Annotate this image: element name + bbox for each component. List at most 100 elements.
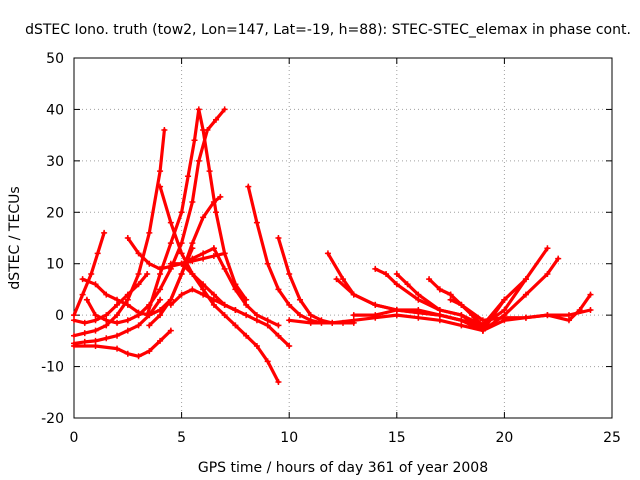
data-point (191, 137, 198, 144)
y-tick-label: -10 (41, 360, 64, 376)
data-point (124, 301, 131, 308)
data-point (178, 271, 185, 277)
data-point (383, 271, 390, 277)
data-point (372, 301, 379, 308)
data-point (92, 312, 99, 319)
data-point (253, 317, 260, 324)
data-point (253, 343, 260, 349)
data-point (264, 358, 271, 365)
data-point (157, 312, 164, 319)
data-point (286, 317, 293, 324)
data-point (217, 193, 224, 200)
data-point (221, 265, 228, 272)
data-point (124, 350, 131, 357)
data-point (243, 332, 250, 339)
data-point (71, 332, 77, 339)
data-point (576, 307, 583, 313)
data-point (296, 296, 303, 303)
data-point (103, 291, 110, 298)
data-point (135, 281, 142, 288)
data-point (124, 327, 131, 334)
data-point (83, 296, 90, 303)
data-point (71, 343, 77, 349)
data-point (92, 337, 99, 344)
data-point (144, 312, 151, 319)
data-point (458, 322, 465, 329)
data-point (200, 127, 207, 133)
data-point (275, 332, 282, 339)
data-point (135, 312, 142, 319)
plot-frame (73, 57, 613, 419)
data-point (324, 250, 331, 257)
data-point (404, 281, 411, 288)
data-point (157, 265, 164, 272)
data-point (92, 327, 99, 334)
data-point (114, 332, 121, 339)
data-point (286, 271, 293, 277)
data-point (189, 286, 196, 293)
data-point (426, 276, 433, 283)
data-point (103, 335, 110, 342)
data-point (103, 312, 110, 319)
data-point (71, 317, 77, 324)
data-point (333, 276, 340, 283)
data-point (157, 286, 164, 293)
data-point (221, 106, 228, 113)
data-point (565, 312, 572, 319)
data-point (447, 291, 454, 298)
series-line (169, 287, 291, 348)
data-point (307, 312, 314, 319)
data-point (101, 229, 108, 236)
data-point (350, 317, 357, 324)
data-point (479, 327, 486, 334)
data-point (253, 219, 260, 226)
data-point (587, 307, 594, 313)
data-point (264, 322, 271, 329)
data-point (210, 253, 217, 259)
data-point (189, 258, 196, 265)
data-point (372, 312, 379, 319)
data-point (167, 219, 174, 226)
data-point (372, 265, 379, 272)
data-point (522, 314, 529, 321)
data-point (185, 173, 192, 180)
data-point (544, 312, 551, 319)
data-point (253, 312, 260, 319)
series-14 (167, 286, 293, 349)
data-point (436, 317, 443, 324)
data-point (415, 314, 422, 321)
data-point (200, 250, 207, 257)
data-point (124, 317, 131, 324)
data-point (458, 312, 465, 319)
data-point (436, 312, 443, 319)
data-point (144, 271, 151, 277)
data-point (206, 168, 213, 175)
chart-title: dSTEC Iono. truth (tow2, Lon=147, Lat=-1… (25, 22, 631, 38)
data-point (393, 271, 400, 277)
y-tick-label: 0 (55, 308, 64, 324)
data-point (501, 296, 508, 303)
data-point (286, 301, 293, 308)
y-tick-label: 50 (46, 51, 64, 67)
data-point (245, 183, 252, 190)
data-point (189, 199, 196, 205)
data-point (393, 281, 400, 288)
data-point (286, 343, 293, 349)
data-point (210, 291, 217, 298)
data-point (200, 291, 207, 298)
x-tick-label: 10 (280, 430, 298, 446)
series-line (246, 185, 324, 325)
data-point (200, 255, 207, 262)
data-point (340, 276, 346, 283)
series-line (72, 329, 173, 358)
data-point (114, 296, 121, 303)
data-point (210, 296, 217, 303)
data-point (200, 286, 207, 293)
series-2 (71, 271, 151, 326)
data-point (135, 353, 142, 360)
data-point (221, 312, 228, 319)
data-point (458, 317, 465, 324)
data-point (350, 312, 357, 319)
data-point (221, 250, 228, 257)
data-point (307, 319, 314, 326)
